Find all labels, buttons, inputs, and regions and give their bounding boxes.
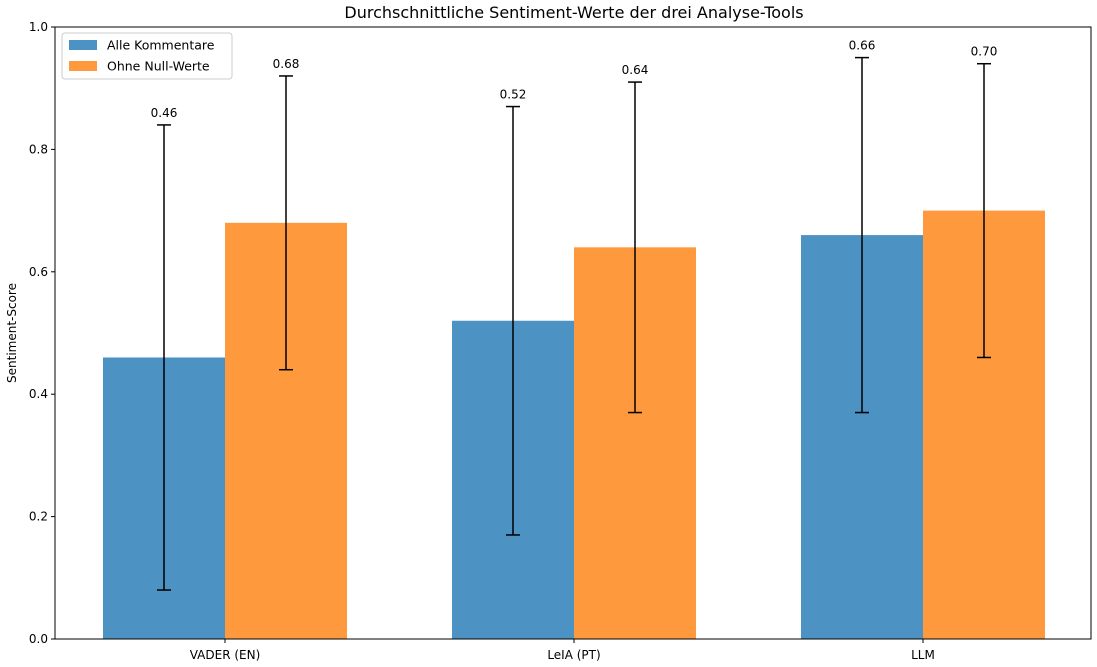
data-label-0-1: 0.52 <box>500 88 527 102</box>
error-bar-0-1 <box>506 105 520 536</box>
legend-label-0: Alle Kommentare <box>107 38 215 53</box>
error-bar-1-0 <box>279 75 293 371</box>
axes-frame <box>54 26 1092 640</box>
error-bar-0-0 <box>157 124 171 591</box>
legend-swatch-1 <box>69 61 97 71</box>
y-tick-label: 1.0 <box>29 20 48 34</box>
x-tick-label: VADER (EN) <box>190 648 261 662</box>
y-axis-label: Sentiment-Score <box>5 283 19 383</box>
data-label-0-0: 0.46 <box>151 106 178 120</box>
legend: Alle Kommentare Ohne Null-Werte <box>61 32 233 80</box>
data-label-0-2: 0.66 <box>849 39 876 53</box>
plot-area: 0.46 0.52 0.66 0.68 0.64 0.70 0.0 0.2 0.4 0.6 0.8 1… <box>29 20 1092 662</box>
chart-title: Durchschnittliche Sentiment-Werte der dr… <box>344 3 803 22</box>
x-tick-label: LLM <box>911 648 935 662</box>
legend-box <box>61 32 233 80</box>
error-bar-1-1 <box>628 81 642 414</box>
error-bar-0-2 <box>855 56 869 414</box>
legend-label-1: Ohne Null-Werte <box>107 59 210 74</box>
legend-swatch-0 <box>69 40 97 50</box>
y-tick-label: 0.4 <box>29 387 48 401</box>
data-label-1-1: 0.64 <box>622 63 649 77</box>
y-tick-label: 0.0 <box>29 632 48 646</box>
x-tick-label: LeIA (PT) <box>547 648 600 662</box>
data-label-1-0: 0.68 <box>273 57 300 71</box>
y-tick-label: 0.2 <box>29 510 48 524</box>
y-tick-label: 0.8 <box>29 142 48 156</box>
y-tick-label: 0.6 <box>29 265 48 279</box>
data-label-1-2: 0.70 <box>971 45 998 59</box>
error-bar-1-2 <box>977 62 991 359</box>
